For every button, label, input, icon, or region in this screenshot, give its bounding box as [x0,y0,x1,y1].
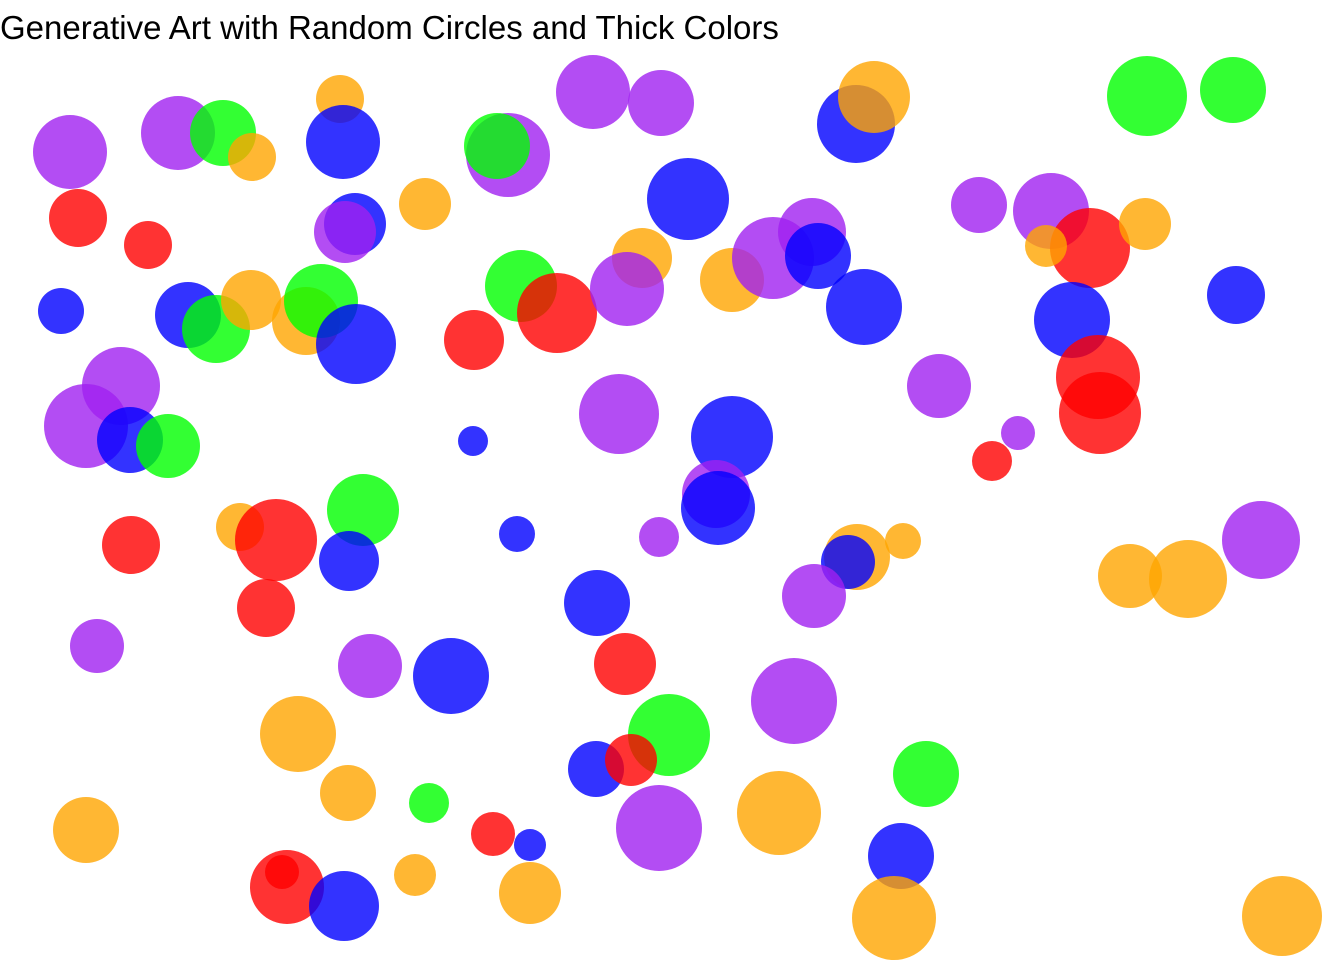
blue-circle [1207,266,1265,324]
blue-circle [309,871,379,941]
orange-circle [399,178,451,230]
green-circle [1107,56,1187,136]
page-title: Generative Art with Random Circles and T… [0,9,779,46]
blue-circle [647,158,729,240]
red-circle [972,441,1012,481]
blue-circle [413,638,489,714]
red-circle [235,499,317,581]
green-circle [327,474,399,546]
red-circle [237,579,295,637]
blue-circle [499,516,535,552]
purple-circle [628,70,694,136]
blue-circle [316,304,396,384]
purple-circle [338,634,402,698]
purple-circle [33,115,107,189]
red-circle [594,633,656,695]
orange-circle [885,523,921,559]
orange-circle [737,771,821,855]
red-circle [49,189,107,247]
red-circle [124,221,172,269]
purple-circle [579,374,659,454]
orange-circle [228,133,276,181]
green-circle [409,783,449,823]
red-circle [471,812,515,856]
orange-circle [1098,544,1162,608]
purple-circle [1222,501,1300,579]
purple-circle [782,564,846,628]
red-circle [102,516,160,574]
orange-circle [394,854,436,896]
purple-circle [616,785,702,871]
purple-circle [70,619,124,673]
purple-circle [556,55,630,129]
green-circle [464,113,530,179]
red-circle [1059,372,1141,454]
red-circle [444,310,504,370]
orange-circle [1149,540,1227,618]
green-circle [893,741,959,807]
orange-circle [852,876,936,960]
red-circle [517,273,597,353]
blue-circle [38,288,84,334]
purple-circle [314,201,376,263]
orange-circle [260,696,336,772]
green-circle [136,414,200,478]
blue-circle [564,570,630,636]
purple-circle [639,517,679,557]
purple-circle [590,252,664,326]
orange-circle [1025,225,1067,267]
blue-circle [306,105,380,179]
orange-circle [838,61,910,133]
orange-circle [320,765,376,821]
blue-circle [458,426,488,456]
green-circle [1200,57,1266,123]
red-circle [605,734,657,786]
purple-circle [1001,416,1035,450]
orange-circle [1242,876,1322,956]
purple-circle [907,354,971,418]
purple-circle [751,658,837,744]
blue-circle [319,531,379,591]
blue-circle [785,223,851,289]
blue-circle [826,269,902,345]
blue-circle [681,471,755,545]
blue-circle [691,396,773,478]
orange-circle [499,862,561,924]
blue-circle [514,829,546,861]
purple-circle [951,177,1007,233]
blue-circle [868,823,934,889]
red-circle [1050,208,1130,288]
red-circle [250,850,324,924]
orange-circle [221,270,281,330]
orange-circle [53,797,119,863]
orange-circle [1119,198,1171,250]
